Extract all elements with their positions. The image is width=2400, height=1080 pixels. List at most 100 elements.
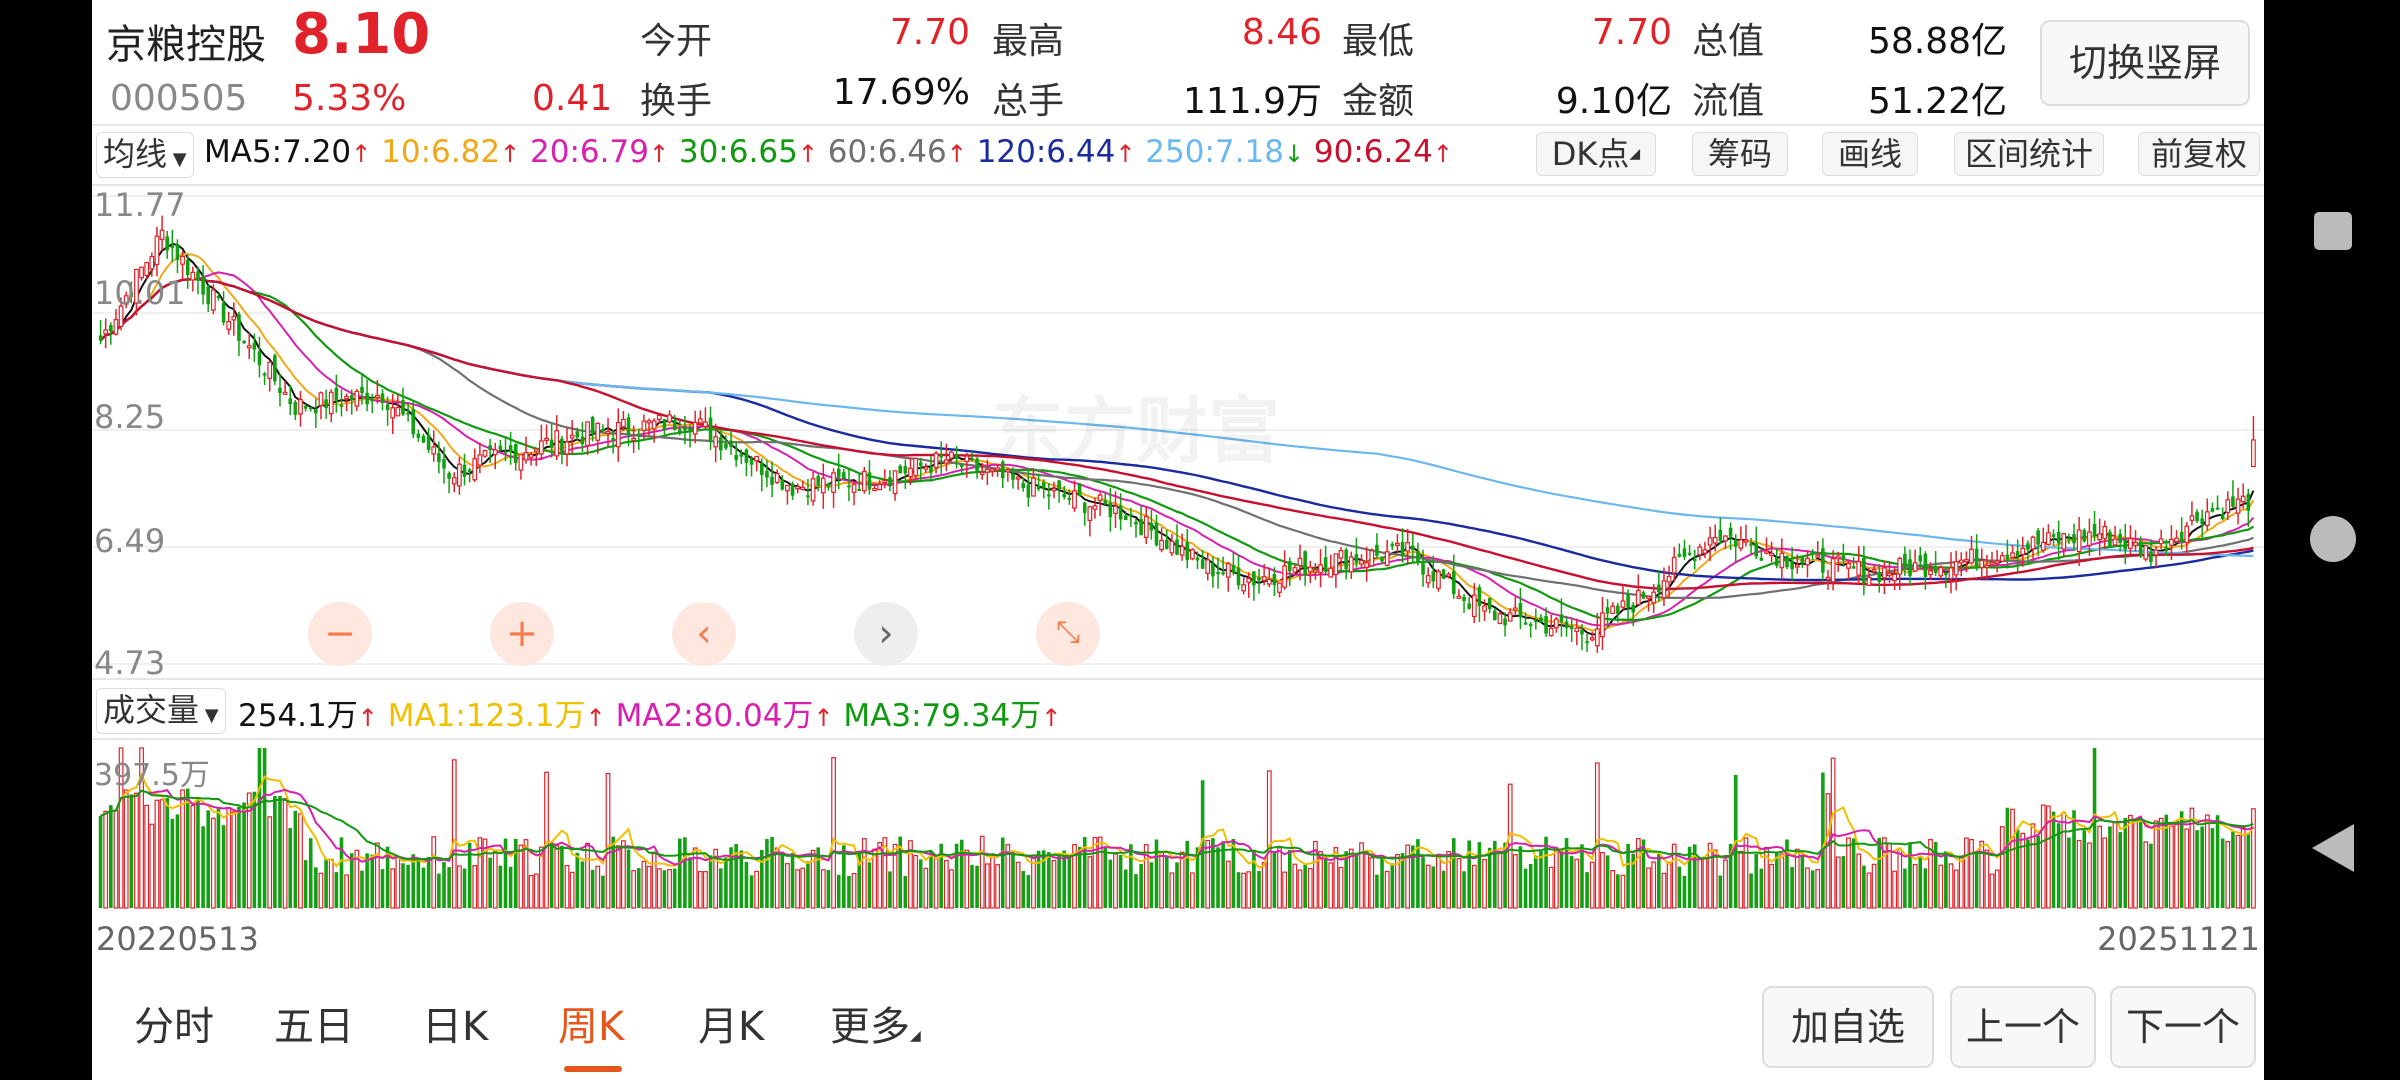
candle-body	[1348, 556, 1354, 573]
zoom-out-button[interactable]: −	[308, 602, 372, 666]
candle-body	[1400, 541, 1405, 557]
chips-button[interactable]: 筹码	[1692, 132, 1788, 176]
volume-bar	[2169, 825, 2174, 909]
candle-body	[1375, 544, 1379, 556]
volume-bar	[2246, 832, 2251, 908]
high-value: 8.46	[1241, 12, 1322, 53]
candle-body	[267, 361, 273, 380]
candle-body	[688, 427, 692, 432]
candle-body	[2056, 531, 2061, 544]
candle-body	[118, 305, 124, 328]
add-watchlist-button[interactable]: 加自选	[1762, 986, 1934, 1068]
previous-stock-button[interactable]: 上一个	[1950, 986, 2096, 1068]
home-icon[interactable]	[2310, 516, 2356, 562]
scroll-right-button[interactable]: ›	[854, 602, 918, 666]
volume-bar	[569, 871, 575, 909]
scroll-left-button[interactable]: ‹	[672, 602, 736, 666]
candle-body	[1456, 595, 1462, 599]
back-icon[interactable]	[2312, 824, 2354, 872]
volume-bar	[765, 838, 769, 908]
candle-body	[918, 462, 923, 466]
forward-adjust-button[interactable]: 前复权	[2138, 132, 2260, 176]
volume-bar	[1600, 852, 1605, 909]
candle-body	[2164, 546, 2169, 552]
candle-body	[2010, 552, 2015, 558]
volume-bar	[1380, 856, 1384, 908]
tab-intraday[interactable]: 分时	[134, 1004, 214, 1050]
candle-body	[1825, 576, 1831, 580]
volume-bar	[492, 851, 498, 909]
candle-body	[913, 457, 918, 477]
candle-body	[662, 419, 667, 430]
volume-bar	[2056, 823, 2061, 908]
volume-bar	[1179, 851, 1185, 909]
candle-body	[826, 483, 831, 488]
volume-bar	[2138, 817, 2143, 908]
volume-bar	[523, 839, 529, 909]
switch-portrait-button[interactable]: 切换竖屏	[2040, 20, 2250, 106]
tab-five-day[interactable]: 五日	[274, 1004, 354, 1050]
candle-body	[139, 266, 144, 279]
candle-body	[180, 255, 185, 265]
next-stock-button[interactable]: 下一个	[2110, 986, 2256, 1068]
volume-bar	[1764, 846, 1769, 909]
volume-bar	[918, 859, 923, 908]
candle-body	[2246, 494, 2251, 511]
recent-apps-icon[interactable]	[2314, 212, 2352, 250]
candle-body	[933, 452, 939, 469]
volume-bar	[979, 835, 985, 909]
volume-bar	[560, 845, 564, 908]
tab-daily-k[interactable]: 日K	[422, 1004, 489, 1050]
zoom-in-button[interactable]: +	[490, 602, 554, 666]
dk-point-button[interactable]: DK点◢	[1536, 132, 1656, 176]
volume-bar	[1810, 870, 1815, 908]
range-stats-button[interactable]: 区间统计	[1954, 132, 2104, 176]
tab-more[interactable]: 更多◢	[830, 994, 921, 1052]
candle-body	[1707, 537, 1713, 546]
volume-bar	[1594, 762, 1600, 909]
volume-bar	[1918, 855, 1923, 908]
volume-bar	[278, 795, 282, 908]
volume-bar	[1072, 843, 1077, 909]
volume-bar	[477, 837, 483, 909]
candlestick-chart[interactable]	[92, 186, 2264, 678]
candle-body	[411, 409, 416, 435]
volume-chart[interactable]	[92, 740, 2264, 910]
indicator-selector[interactable]: 均线 ▼	[96, 132, 194, 178]
volume-bar	[1195, 847, 1200, 908]
volume-bar	[1503, 842, 1507, 908]
draw-line-button[interactable]: 画线	[1822, 132, 1918, 176]
candle-body	[513, 443, 518, 464]
volume-bar	[1425, 864, 1431, 909]
candle-body	[1692, 558, 1697, 562]
candle-body	[416, 433, 421, 438]
volume-bar	[2072, 810, 2076, 908]
candle-body	[765, 470, 769, 478]
volume-bar	[303, 860, 308, 908]
candle-body	[729, 440, 733, 447]
candle-body	[760, 462, 764, 476]
volume-bar	[1139, 863, 1143, 908]
stock-chart-app: 京粮控股 8.10 000505 5.33% 0.41 今开 7.70 换手 1…	[92, 0, 2264, 1080]
candle-body	[1159, 539, 1165, 551]
candle-body	[615, 421, 621, 448]
candle-body	[1856, 560, 1862, 576]
volume-selector[interactable]: 成交量 ▼	[96, 688, 226, 734]
volume-bar	[1794, 848, 1800, 909]
candle-body	[1313, 569, 1318, 573]
tab-weekly-k[interactable]: 周K	[558, 1004, 625, 1050]
candle-body	[349, 395, 354, 401]
volume-bar	[857, 852, 861, 908]
candle-body	[1610, 605, 1616, 614]
volume-bar	[831, 757, 836, 909]
volume-bar	[426, 856, 431, 908]
volume-bar	[816, 847, 820, 908]
candle-body	[451, 477, 457, 485]
volume-bar	[129, 794, 134, 908]
candle-body	[175, 244, 180, 260]
volume-bar	[739, 850, 744, 908]
volume-bar	[595, 865, 601, 909]
candle-body	[1471, 594, 1477, 618]
collapse-icon[interactable]: ⤡	[1036, 602, 1100, 666]
tab-monthly-k[interactable]: 月K	[698, 1004, 765, 1050]
